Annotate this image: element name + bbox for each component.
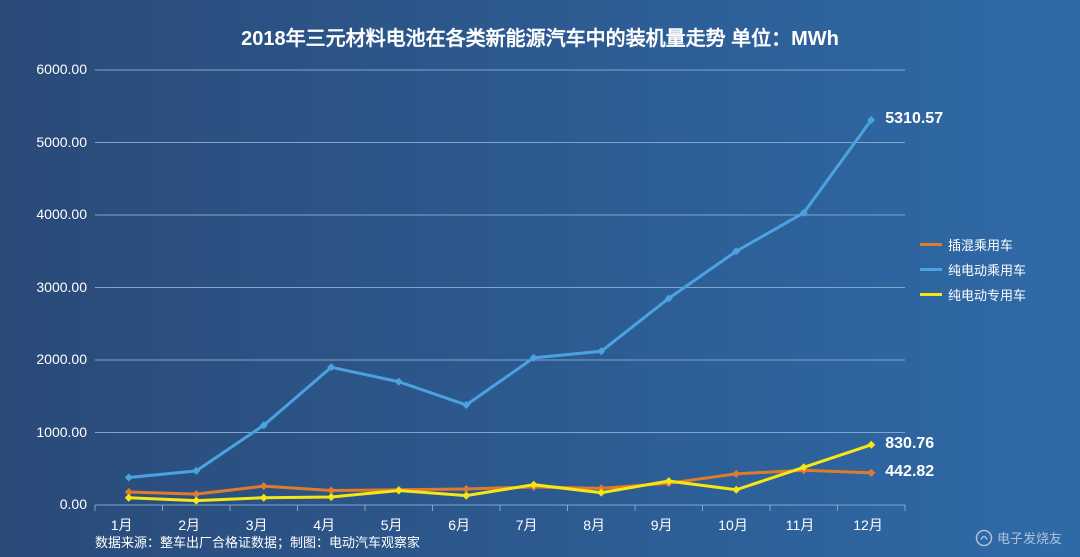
x-tick-label: 11月 bbox=[786, 515, 815, 535]
chart-container: 2018年三元材料电池在各类新能源汽车中的装机量走势 单位：MWh 0.00 10… bbox=[0, 0, 1080, 557]
y-tick-label: 1000.00 bbox=[36, 424, 87, 440]
series-end-label: 5310.57 bbox=[885, 110, 943, 128]
legend-label: 插混乘用车 bbox=[948, 235, 1013, 254]
chart-title: 2018年三元材料电池在各类新能源汽车中的装机量走势 单位：MWh bbox=[0, 22, 1080, 51]
series-marker bbox=[260, 482, 268, 490]
series-marker bbox=[732, 470, 740, 478]
x-tick-label: 12月 bbox=[853, 515, 883, 535]
y-tick-label: 0.00 bbox=[60, 496, 87, 512]
series-end-label: 442.82 bbox=[885, 463, 934, 481]
series-marker bbox=[597, 489, 605, 497]
legend-item: 插混乘用车 bbox=[920, 235, 1026, 254]
series-end-label: 830.76 bbox=[885, 435, 934, 453]
x-tick-label: 9月 bbox=[651, 515, 673, 535]
x-tick-label: 7月 bbox=[516, 515, 538, 535]
watermark-icon bbox=[975, 529, 993, 547]
series-marker bbox=[732, 486, 740, 494]
legend-label: 纯电动乘用车 bbox=[948, 260, 1026, 279]
legend-swatch bbox=[920, 293, 942, 296]
data-source-text: 数据来源：整车出厂合格证数据；制图：电动汽车观察家 bbox=[95, 532, 420, 551]
y-tick-label: 3000.00 bbox=[36, 279, 87, 295]
x-tick-label: 6月 bbox=[448, 515, 470, 535]
y-tick-label: 4000.00 bbox=[36, 206, 87, 222]
series-marker bbox=[327, 493, 335, 501]
legend-label: 纯电动专用车 bbox=[948, 285, 1026, 304]
x-tick-label: 10月 bbox=[718, 515, 748, 535]
series-line bbox=[129, 120, 872, 477]
legend-swatch bbox=[920, 268, 942, 271]
legend-swatch bbox=[920, 243, 942, 246]
series-marker bbox=[395, 487, 403, 495]
watermark: 电子发烧友 bbox=[975, 528, 1062, 547]
watermark-text: 电子发烧友 bbox=[997, 528, 1062, 547]
y-tick-label: 6000.00 bbox=[36, 61, 87, 77]
series-marker bbox=[395, 378, 403, 386]
legend-item: 纯电动专用车 bbox=[920, 285, 1026, 304]
series-marker bbox=[462, 492, 470, 500]
legend-item: 纯电动乘用车 bbox=[920, 260, 1026, 279]
series-marker bbox=[125, 473, 133, 481]
y-tick-label: 2000.00 bbox=[36, 351, 87, 367]
series-marker bbox=[867, 441, 875, 449]
series-marker bbox=[260, 494, 268, 502]
series-marker bbox=[192, 497, 200, 505]
series-marker bbox=[867, 469, 875, 477]
x-tick-label: 8月 bbox=[583, 515, 605, 535]
series-marker bbox=[125, 494, 133, 502]
legend: 插混乘用车纯电动乘用车纯电动专用车 bbox=[920, 235, 1026, 310]
y-tick-label: 5000.00 bbox=[36, 134, 87, 150]
